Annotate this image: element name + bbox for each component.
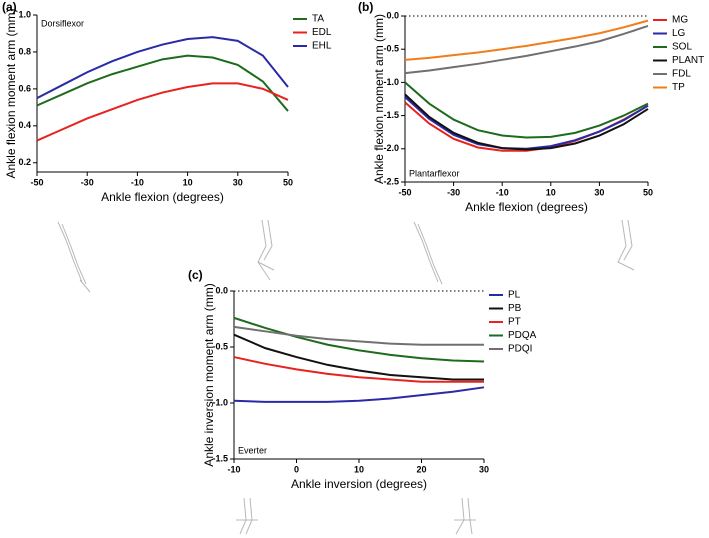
series-line — [404, 96, 649, 150]
x-tick-label: -10 — [496, 187, 509, 197]
legend-label: FDL — [672, 69, 691, 80]
y-axis-label: Ankle flexion moment arm (mm) — [4, 8, 18, 178]
foot-sketch — [257, 219, 275, 281]
y-tick-label: 0.8 — [18, 46, 31, 56]
series-line — [404, 19, 649, 61]
x-tick-label: 0 — [294, 464, 299, 474]
x-tick-label: -50 — [30, 177, 43, 187]
y-tick-label: -1.0 — [212, 397, 228, 407]
y-tick-label: -1.5 — [212, 453, 228, 463]
foot-sketch — [57, 221, 91, 293]
y-tick-label: 0.2 — [18, 157, 31, 167]
x-tick-label: 30 — [479, 464, 489, 474]
series-line — [36, 36, 289, 100]
x-tick-label: 30 — [233, 177, 243, 187]
x-tick-label: 50 — [643, 187, 653, 197]
x-tick-label: 10 — [183, 177, 193, 187]
x-axis-label: Ankle inversion (degrees) — [291, 477, 427, 491]
series-line — [36, 82, 289, 142]
series-line — [233, 386, 485, 403]
foot-sketch — [617, 219, 635, 271]
y-tick-label: 1.0 — [18, 9, 31, 19]
series-line — [36, 54, 289, 112]
legend-label: PDQA — [508, 330, 537, 341]
x-tick-label: 10 — [354, 464, 364, 474]
x-tick-label: -30 — [447, 187, 460, 197]
x-axis-label: Ankle flexion (degrees) — [465, 200, 588, 214]
series-line — [404, 81, 649, 139]
y-axis-label: Ankle flexion moment arm (mm) — [372, 14, 386, 184]
legend-label: PL — [508, 290, 521, 301]
series-line — [233, 325, 484, 346]
x-tick-label: -30 — [81, 177, 94, 187]
annotation: Plantarflexor — [409, 168, 460, 178]
foot-sketch — [413, 221, 443, 285]
x-tick-label: 20 — [416, 464, 426, 474]
y-tick-label: 0.0 — [215, 285, 228, 295]
x-tick-label: 50 — [283, 177, 293, 187]
x-tick-label: -10 — [227, 464, 240, 474]
series-line — [233, 356, 484, 383]
panel-label: (b) — [358, 0, 373, 14]
panel-label: (a) — [2, 0, 17, 14]
annotation: Everter — [238, 445, 267, 455]
y-tick-label: -0.5 — [212, 341, 228, 351]
foot-sketch — [454, 497, 476, 535]
legend-label: PB — [508, 303, 522, 314]
legend-label: EDL — [312, 27, 332, 38]
legend-label: PDQI — [508, 344, 532, 355]
y-tick-label: 0.6 — [18, 83, 31, 93]
foot-sketch — [236, 497, 258, 535]
legend-label: PT — [508, 317, 521, 328]
legend-label: PLANT — [672, 55, 704, 66]
panel-label: (c) — [188, 268, 203, 282]
legend-label: MG — [672, 15, 688, 26]
annotation: Dorsiflexor — [41, 18, 84, 28]
series-line — [233, 333, 484, 381]
y-tick-label: -0.5 — [383, 44, 399, 54]
series-line — [404, 93, 649, 151]
x-tick-label: 30 — [594, 187, 604, 197]
legend-label: EHL — [312, 41, 332, 52]
y-axis-label: Ankle inversion moment arm (mm) — [202, 283, 216, 466]
y-tick-label: 0.0 — [386, 10, 399, 20]
x-tick-label: -50 — [398, 187, 411, 197]
y-tick-label: -1.0 — [383, 77, 399, 87]
legend-label: LG — [672, 28, 686, 39]
x-axis-label: Ankle flexion (degrees) — [101, 190, 224, 204]
y-tick-label: -2.0 — [383, 143, 399, 153]
series-line — [233, 316, 485, 363]
x-tick-label: -10 — [131, 177, 144, 187]
legend-label: TA — [312, 14, 324, 25]
skeleton-sketches — [57, 219, 635, 535]
y-tick-label: -2.5 — [383, 176, 399, 186]
series-line — [404, 25, 649, 75]
y-tick-label: 0.4 — [18, 120, 31, 130]
legend-label: SOL — [672, 42, 692, 53]
legend-label: TP — [672, 82, 685, 93]
x-tick-label: 10 — [546, 187, 556, 197]
y-tick-label: -1.5 — [383, 110, 399, 120]
